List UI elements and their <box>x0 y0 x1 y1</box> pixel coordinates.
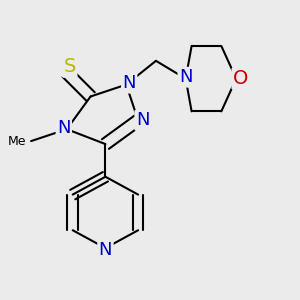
Text: N: N <box>122 74 136 92</box>
Text: O: O <box>233 69 248 88</box>
Text: N: N <box>99 241 112 259</box>
Text: N: N <box>57 119 70 137</box>
Text: Me: Me <box>8 135 27 148</box>
Text: N: N <box>136 111 149 129</box>
Text: N: N <box>179 68 192 86</box>
Text: S: S <box>64 57 76 76</box>
